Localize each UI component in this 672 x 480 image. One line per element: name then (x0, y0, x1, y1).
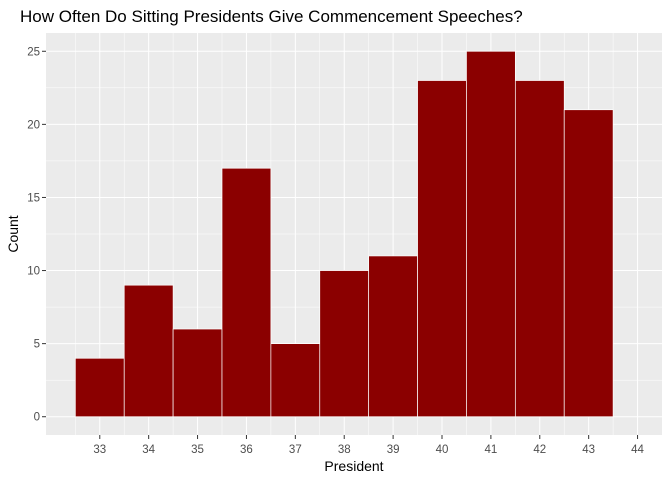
x-tick-label: 43 (582, 444, 595, 456)
histogram-bar (563, 109, 614, 418)
histogram-bar (74, 357, 125, 418)
x-tick-label: 42 (533, 444, 546, 456)
x-tick-label: 36 (240, 444, 253, 456)
x-tick-label: 38 (338, 444, 351, 456)
x-tick-label: 35 (191, 444, 204, 456)
y-tick-label: 25 (27, 46, 40, 58)
y-tick-label: 15 (27, 192, 40, 204)
x-tick-label: 34 (142, 444, 155, 456)
y-axis: 0 5 10 15 20 25 (27, 46, 46, 424)
x-tick-label: 37 (289, 444, 302, 456)
x-axis-title: President (324, 458, 383, 474)
histogram-bar (319, 270, 370, 418)
chart-title: How Often Do Sitting Presidents Give Com… (20, 7, 523, 26)
histogram-bar (270, 343, 321, 418)
histogram-bar (368, 255, 418, 418)
histogram-bar (172, 328, 223, 418)
y-tick-label: 10 (27, 266, 40, 278)
x-tick-label: 39 (387, 444, 400, 456)
histogram-bar (417, 80, 467, 418)
histogram-bar (221, 167, 272, 418)
y-tick-label: 5 (34, 339, 40, 351)
x-tick-label: 44 (631, 444, 644, 456)
x-tick-label: 33 (93, 444, 106, 456)
x-tick-label: 40 (436, 444, 449, 456)
histogram-bar (514, 80, 565, 418)
x-axis: 33 34 35 36 37 38 39 40 41 42 43 44 (93, 435, 645, 456)
histogram-bar (123, 284, 174, 418)
y-tick-label: 20 (27, 119, 40, 131)
histogram-bar (466, 50, 516, 418)
bars (74, 50, 614, 418)
y-axis-title: Count (5, 215, 21, 252)
x-tick-label: 41 (484, 444, 497, 456)
y-tick-label: 0 (34, 412, 40, 424)
